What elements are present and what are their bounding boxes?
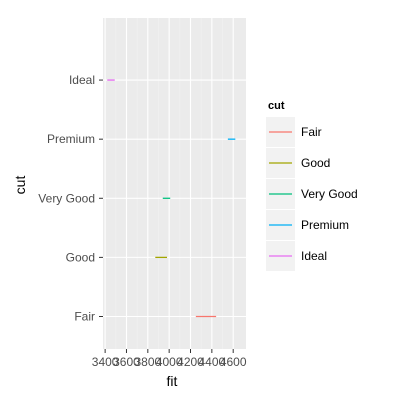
- x-tick-label: 4200: [177, 355, 204, 369]
- y-axis-title: cut: [12, 176, 28, 195]
- plot-panel: [103, 18, 246, 349]
- y-tick-label: Fair: [74, 309, 95, 323]
- major-gridlines: [103, 18, 246, 349]
- y-tick-label: Premium: [47, 132, 95, 146]
- x-tick-label: 4400: [198, 355, 225, 369]
- legend: cut Fair Good Very Good Premium Ideal: [266, 100, 358, 271]
- x-tick-label: 3800: [134, 355, 161, 369]
- x-tick-label: 4000: [156, 355, 183, 369]
- legend-label: Good: [301, 156, 330, 170]
- legend-label: Fair: [301, 125, 322, 139]
- y-tick-label: Ideal: [69, 73, 95, 87]
- x-tick-label: 3400: [92, 355, 119, 369]
- x-tick-label: 3600: [113, 355, 140, 369]
- legend-label: Premium: [301, 218, 349, 232]
- y-axis: Fair Good Very Good Premium Ideal: [38, 73, 103, 323]
- y-tick-label: Very Good: [38, 191, 95, 205]
- minor-gridlines: [115, 18, 223, 349]
- legend-label: Ideal: [301, 249, 327, 263]
- legend-label: Very Good: [301, 187, 358, 201]
- y-tick-label: Good: [66, 250, 95, 264]
- legend-title: cut: [268, 100, 285, 112]
- x-tick-label: 4600: [220, 355, 247, 369]
- x-axis-title: fit: [167, 373, 178, 389]
- data-marks: [107, 79, 236, 318]
